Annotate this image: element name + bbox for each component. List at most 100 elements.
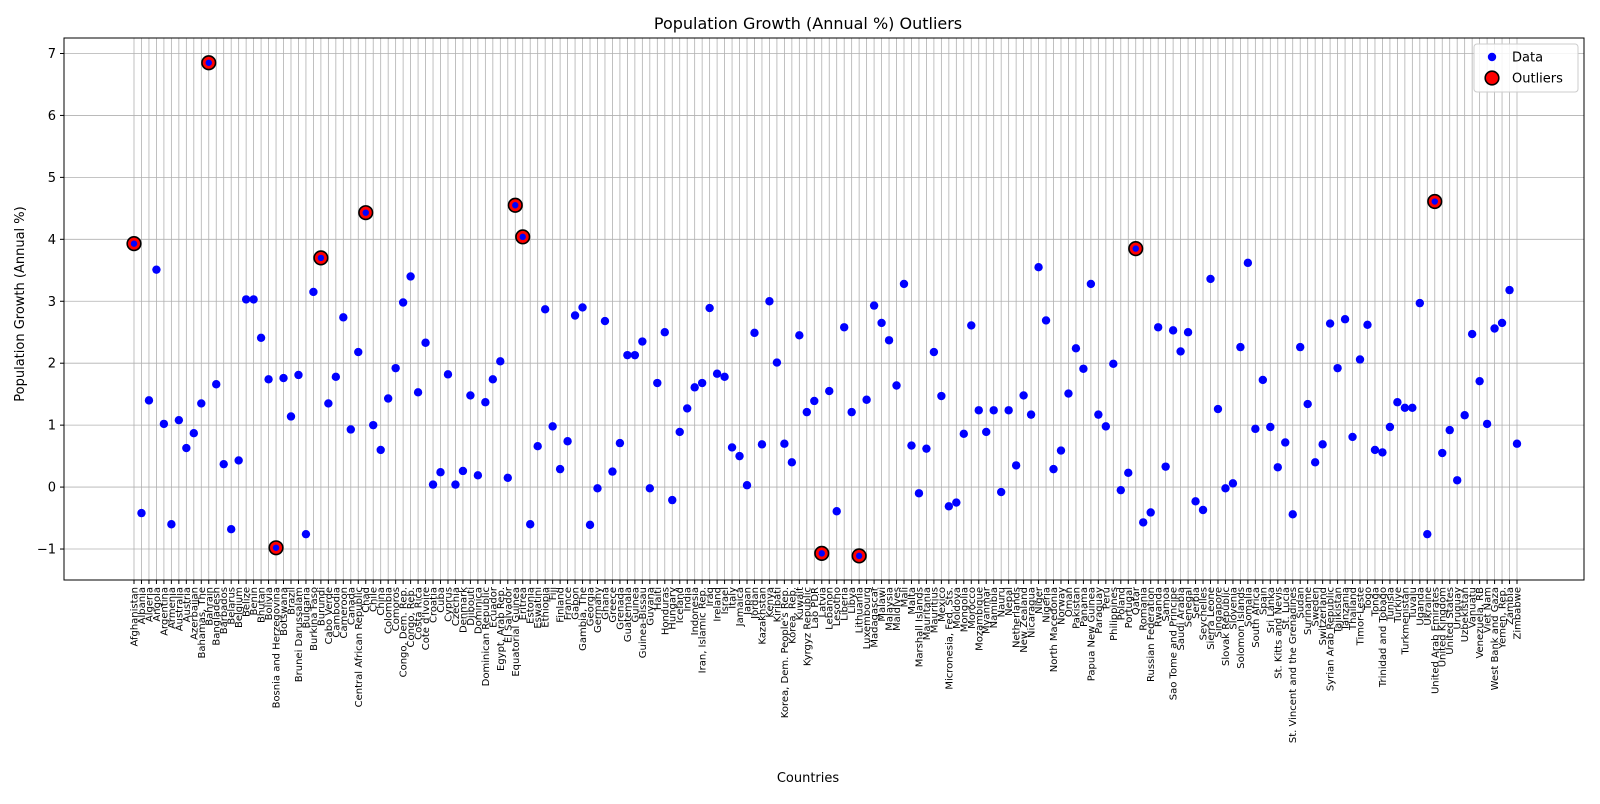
data-point [690, 383, 699, 392]
x-tick-label: Ethiopia [541, 587, 552, 628]
data-point [421, 338, 430, 347]
data-point [735, 451, 744, 461]
x-tick-label: Belarus [227, 587, 238, 625]
x-tick-label: United Kingdom [1438, 587, 1449, 667]
x-tick-label: Dominican Republic [481, 587, 492, 686]
data-point [593, 484, 602, 493]
data-point [952, 498, 961, 507]
data-point [1139, 518, 1148, 527]
data-point [1340, 315, 1350, 324]
x-tick-label: Cambodia [331, 587, 342, 638]
data-point [630, 350, 640, 360]
legend: Data Outliers [1473, 43, 1579, 93]
data-point [825, 386, 834, 396]
x-axis-label: Countries [777, 771, 840, 786]
data-point [1273, 463, 1282, 472]
data-point [1512, 439, 1522, 448]
x-tick-label: Romania [1139, 587, 1150, 631]
x-tick-label: Kenya [765, 587, 776, 618]
x-tick-label: Jordan [750, 587, 761, 620]
outlier-inner-point [512, 202, 519, 209]
x-tick-label: Uganda [1415, 587, 1426, 626]
data-point [1243, 258, 1253, 268]
x-tick-label: Trinidad and Tobago [1378, 587, 1389, 688]
outlier-inner-point [519, 233, 526, 241]
x-tick-label: Guinea [630, 587, 641, 622]
data-point [1318, 440, 1327, 449]
x-tick-label: Greece [608, 587, 619, 623]
outlier-inner-point [272, 544, 280, 551]
data-point [623, 350, 632, 360]
data-point [1370, 445, 1380, 455]
x-tick-label: Myanmar [982, 586, 993, 634]
data-point [189, 428, 199, 438]
x-tick-label: Austria [182, 587, 193, 622]
data-point [750, 328, 759, 338]
x-tick-label: Singapore [1213, 587, 1224, 637]
x-tick-label: Viet Nam [1483, 587, 1494, 633]
x-tick-label: Morocco [967, 587, 978, 629]
data-point [1475, 376, 1484, 386]
data-point [413, 388, 423, 397]
x-tick-label: Cameroon [339, 587, 350, 638]
data-point [847, 407, 856, 417]
data-point [212, 380, 221, 389]
x-tick-label: Madagascar [870, 586, 881, 648]
x-tick-label: Guinea-Bissau [638, 587, 649, 658]
data-point [697, 378, 707, 388]
data-point [1034, 262, 1043, 272]
data-point [540, 305, 550, 314]
data-point [488, 375, 498, 384]
data-point [1221, 484, 1230, 493]
data-point [309, 287, 318, 297]
x-tick-label: Ireland [713, 587, 724, 622]
x-tick-label: Latvia [817, 587, 828, 617]
x-tick-label: Finland [556, 587, 567, 623]
data-point [1049, 464, 1058, 474]
data-point [1191, 497, 1200, 506]
x-tick-label: Lesotho [832, 587, 843, 626]
y-tick-label: 4 [48, 233, 56, 248]
x-tick-label: Denmark [458, 587, 469, 633]
data-point [1423, 529, 1432, 539]
data-point [473, 471, 483, 480]
data-point [1079, 364, 1088, 373]
data-point [174, 415, 184, 425]
data-point [638, 337, 647, 346]
data-point [331, 372, 341, 382]
x-tick-label: Rwanda [1154, 587, 1165, 627]
x-tick-label: Botswana [279, 587, 290, 636]
data-point [959, 429, 968, 439]
x-tick-label: St. Kitts and Nevis [1273, 587, 1284, 679]
data-point [391, 363, 400, 373]
data-point [1251, 424, 1260, 434]
x-tick-label: Mozambique [974, 587, 985, 651]
x-tick-label: Kiribati [772, 587, 783, 622]
data-point [1109, 359, 1118, 369]
data-point [346, 425, 355, 434]
x-tick-label: Tunisia [1385, 587, 1396, 622]
y-tick-label: 1 [48, 419, 56, 434]
x-tick-label: El Salvador [503, 586, 514, 643]
x-tick-label: Bolivia [264, 587, 275, 620]
x-tick-label: Tanzania [1341, 587, 1352, 632]
x-tick-label: Belgium [234, 587, 245, 628]
x-tick-label: Albania [137, 587, 148, 624]
plot-frame [63, 37, 1585, 581]
data-point [668, 495, 677, 505]
data-point [526, 520, 535, 529]
data-point [862, 395, 871, 404]
x-tick-label: Bahamas, The [197, 587, 208, 659]
x-tick-label: Armenia [167, 587, 178, 629]
x-tick-label: Philippines [1109, 587, 1120, 641]
x-tick-label: Solomon Islands [1236, 587, 1247, 669]
data-point [428, 480, 438, 489]
data-point [458, 466, 468, 476]
x-tick-label: Gambia, The [578, 587, 589, 651]
data-point [1236, 342, 1245, 352]
x-tick-label: Yemen, Rep. [1498, 587, 1509, 650]
x-tick-label: Lao PDR [810, 587, 821, 629]
data-point [1168, 326, 1178, 335]
x-tick-label: Tonga [1370, 587, 1381, 617]
